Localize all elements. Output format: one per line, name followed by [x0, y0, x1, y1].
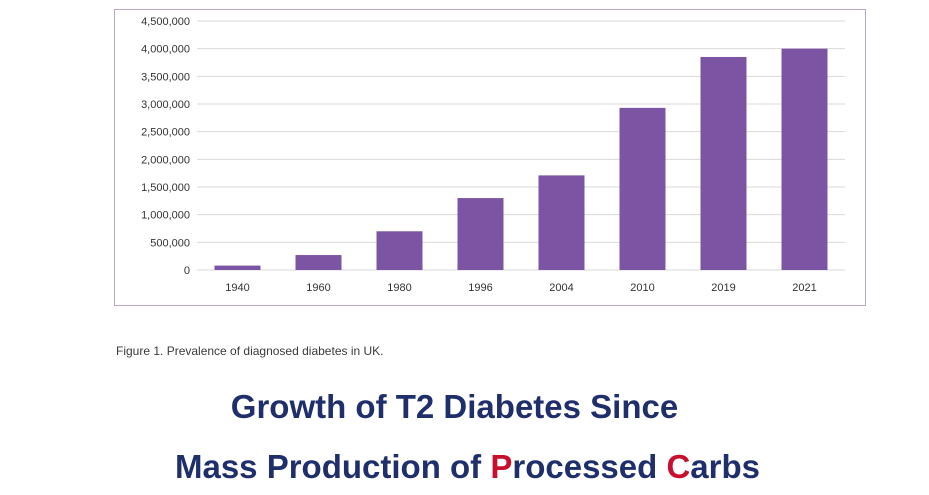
headline-line-2-part-3: arbs — [690, 448, 761, 485]
y-tick-label: 2,000,000 — [141, 154, 190, 166]
x-tick-label: 2021 — [792, 282, 816, 294]
figure-caption: Figure 1. Prevalence of diagnosed diabet… — [116, 344, 384, 358]
headline-line-2-part-2: rocessed — [512, 448, 667, 485]
chart-frame: 0 500,000 1,000,000 1,500,000 2,000,000 2,500… — [114, 9, 866, 306]
y-tick-label: 1,500,000 — [141, 182, 190, 194]
headline-accent-c: C — [666, 448, 691, 485]
y-tick-label: 2,500,000 — [141, 127, 190, 139]
x-tick-label: 2019 — [711, 282, 735, 294]
bar-chart: 0 500,000 1,000,000 1,500,000 2,000,000 2,500… — [141, 16, 845, 294]
x-tick-label: 1940 — [225, 282, 249, 294]
bar — [457, 198, 504, 270]
y-tick-label: 4,000,000 — [141, 44, 190, 56]
y-tick-label: 1,000,000 — [141, 210, 190, 222]
x-tick-label: 1980 — [387, 282, 411, 294]
y-tick-label: 3,000,000 — [141, 99, 190, 111]
headline-line-1: Growth of T2 Diabetes Since — [230, 388, 679, 425]
y-tick-label: 3,500,000 — [141, 71, 190, 83]
bar — [376, 231, 423, 270]
bar — [619, 107, 666, 270]
y-tick-label: 4,500,000 — [141, 16, 190, 28]
bar — [781, 48, 828, 270]
y-tick-label: 0 — [184, 265, 190, 277]
headline-accent-p: P — [490, 448, 513, 485]
x-tick-label: 2010 — [630, 282, 654, 294]
bar — [700, 56, 747, 270]
headline-line-2: Mass Production of Processed Carbs — [3, 448, 929, 486]
bar — [538, 175, 585, 270]
x-tick-label: 1960 — [306, 282, 330, 294]
x-tick-label: 2004 — [549, 282, 573, 294]
bar — [214, 265, 261, 270]
x-tick-label: 1996 — [468, 282, 492, 294]
headline-line-2-part-1: Mass Production of — [174, 448, 491, 485]
bar — [295, 255, 342, 270]
y-tick-label: 500,000 — [150, 237, 190, 249]
